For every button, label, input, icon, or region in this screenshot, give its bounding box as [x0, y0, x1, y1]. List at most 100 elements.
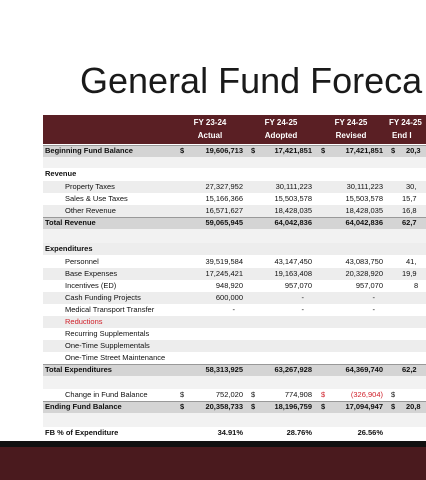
currency-sign: $ — [391, 146, 396, 155]
table-row — [43, 256, 426, 268]
column-header: Actual — [197, 131, 223, 140]
row-label: One-Time Supplementals — [65, 341, 150, 350]
row-label: Sales & Use Taxes — [65, 194, 128, 203]
cell-value: 62,7 — [402, 218, 417, 227]
spacer-row — [43, 157, 426, 168]
row-label: Cash Funding Projects — [65, 293, 141, 302]
cell-value: 63,267,928 — [274, 365, 312, 374]
row-label: Other Revenue — [65, 206, 116, 215]
cell-value: 64,369,740 — [345, 365, 383, 374]
cell-value: 8 — [414, 281, 419, 290]
table-row — [43, 193, 426, 205]
cell-value: 41, — [406, 257, 417, 266]
cell-value: 30, — [406, 182, 417, 191]
footer-line — [0, 441, 426, 447]
table-row — [43, 268, 426, 280]
cell-value: 19,163,408 — [274, 269, 312, 278]
column-header: FY 23-24 — [193, 118, 227, 127]
cell-value: 20,358,733 — [205, 402, 243, 411]
cell-value: 17,421,851 — [345, 146, 383, 155]
table-row — [43, 217, 426, 229]
column-header: Adopted — [264, 131, 298, 140]
cell-value: - — [232, 305, 236, 314]
spacer-row — [43, 229, 426, 243]
cell-value: 62,2 — [402, 365, 417, 374]
cell-value: 19,9 — [402, 269, 417, 278]
table-row — [43, 181, 426, 193]
cell-value: - — [372, 293, 376, 302]
cell-value: - — [372, 305, 376, 314]
row-label: One-Time Street Maintenance — [65, 353, 166, 362]
table-row — [43, 243, 426, 255]
cell-value: 43,147,450 — [274, 257, 312, 266]
cell-value: 15,503,578 — [274, 194, 312, 203]
currency-sign: $ — [180, 402, 185, 411]
currency-sign: $ — [321, 146, 326, 155]
table-row — [43, 401, 426, 413]
cell-value: 58,313,925 — [205, 365, 243, 374]
cell-value: 600,000 — [215, 293, 243, 302]
column-header: End I — [392, 131, 412, 140]
cell-value: 16,8 — [402, 206, 417, 215]
table-row — [43, 292, 426, 304]
currency-sign: $ — [251, 146, 256, 155]
row-label: Base Expenses — [65, 269, 118, 278]
row-label: Medical Transport Transfer — [65, 305, 155, 314]
cell-value: (326,904) — [350, 390, 383, 399]
cell-value: 17,245,421 — [205, 269, 243, 278]
currency-sign: $ — [251, 402, 256, 411]
row-label: Property Taxes — [65, 182, 115, 191]
spacer-row — [43, 413, 426, 427]
spacer-row — [43, 376, 426, 389]
row-label: Revenue — [45, 169, 77, 178]
cell-value: - — [301, 293, 305, 302]
column-header: FY 24-25 — [334, 118, 368, 127]
cell-value: 18,428,035 — [345, 206, 383, 215]
slide-title: General Fund Foreca — [80, 60, 423, 101]
currency-sign: $ — [391, 402, 396, 411]
cell-value: - — [301, 305, 305, 314]
column-header: Revised — [335, 131, 367, 140]
row-label: Total Revenue — [45, 218, 96, 227]
row-label: Incentives (ED) — [65, 281, 117, 290]
cell-value: 20,3 — [406, 146, 421, 155]
table-header-band — [43, 115, 426, 144]
cell-value: 18,428,035 — [274, 206, 312, 215]
cell-value: 15,503,578 — [345, 194, 383, 203]
table-row — [43, 280, 426, 292]
currency-sign: $ — [321, 402, 326, 411]
table-row — [43, 364, 426, 376]
cell-value: 957,070 — [284, 281, 312, 290]
cell-value: 26.56% — [357, 428, 383, 437]
cell-value: 17,094,947 — [345, 402, 383, 411]
footer-band — [0, 447, 426, 480]
cell-value: 39,519,584 — [205, 257, 243, 266]
cell-value: 28.76% — [286, 428, 312, 437]
cell-value: 16,571,627 — [205, 206, 243, 215]
currency-sign: $ — [251, 390, 256, 399]
row-label: Total Expenditures — [45, 365, 112, 374]
table-row — [43, 340, 426, 352]
row-label: Recurring Supplementals — [65, 329, 150, 338]
row-label: Personnel — [65, 257, 99, 266]
currency-sign: $ — [180, 390, 185, 399]
row-label: Reductions — [65, 317, 103, 326]
cell-value: 18,196,759 — [274, 402, 312, 411]
row-label: Beginning Fund Balance — [45, 146, 133, 155]
cell-value: 957,070 — [355, 281, 383, 290]
table-row — [43, 145, 426, 157]
table-row — [43, 205, 426, 217]
table-row — [43, 427, 426, 439]
cell-value: 27,327,952 — [205, 182, 243, 191]
currency-sign: $ — [391, 390, 396, 399]
cell-value: 59,065,945 — [205, 218, 243, 227]
currency-sign: $ — [180, 146, 185, 155]
cell-value: 19,606,713 — [205, 146, 243, 155]
cell-value: 30,111,223 — [275, 182, 312, 191]
cell-value: 948,920 — [215, 281, 243, 290]
currency-sign: $ — [321, 390, 326, 399]
cell-value: 34.91% — [217, 428, 243, 437]
row-label: FB % of Expenditure — [45, 428, 119, 437]
cell-value: 43,083,750 — [345, 257, 383, 266]
